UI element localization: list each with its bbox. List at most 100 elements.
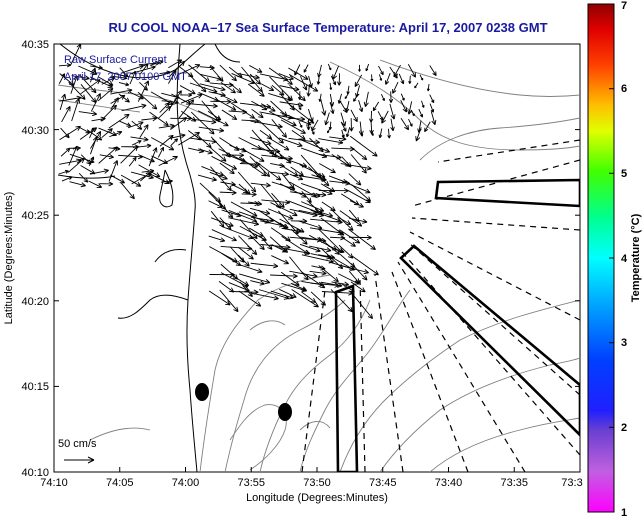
current-vector — [247, 83, 265, 97]
x-tick-label: 74:05 — [106, 477, 134, 489]
current-vector — [410, 109, 415, 117]
x-axis-label: Longitude (Degrees:Minutes) — [246, 492, 388, 504]
current-vector — [340, 264, 369, 275]
current-vector — [88, 156, 95, 167]
current-vector — [327, 127, 331, 134]
current-vector — [289, 270, 318, 279]
current-vector — [139, 63, 149, 75]
current-vector — [237, 254, 250, 267]
colorbar-tick-label: 3 — [621, 337, 627, 349]
current-vector — [89, 168, 109, 175]
current-vector — [280, 119, 306, 134]
current-vector — [70, 75, 79, 94]
current-vector — [345, 128, 350, 138]
current-vector — [139, 124, 149, 139]
current-vector — [288, 116, 306, 122]
current-vector — [190, 111, 215, 135]
current-vector — [365, 63, 370, 72]
current-vector — [59, 125, 81, 141]
colorbar-tick-label: 7 — [621, 0, 627, 12]
current-vector — [249, 73, 262, 85]
current-vector — [97, 87, 114, 102]
current-vector — [211, 155, 238, 170]
current-vector — [241, 191, 257, 197]
current-vector — [228, 210, 258, 223]
current-vector — [348, 190, 371, 204]
current-vector — [168, 70, 177, 84]
current-vector — [90, 65, 103, 70]
current-vector — [238, 246, 254, 260]
current-vector — [381, 110, 389, 124]
scale-vector-arrow — [64, 456, 95, 464]
current-vector — [307, 108, 314, 123]
x-tick-label: 73:3 — [561, 477, 582, 489]
current-vector — [400, 117, 410, 131]
current-vector — [340, 163, 372, 171]
current-vector — [191, 118, 217, 125]
current-vector — [180, 93, 203, 104]
current-vector — [258, 163, 282, 181]
current-vector — [345, 100, 350, 113]
current-vector — [58, 73, 66, 84]
current-vector — [197, 174, 217, 182]
current-vector — [159, 134, 174, 147]
current-vector — [108, 160, 119, 182]
current-vector — [309, 137, 324, 153]
current-vector — [219, 162, 235, 175]
current-vector — [338, 216, 352, 225]
current-vector — [298, 91, 302, 100]
current-vector — [390, 118, 395, 132]
current-vector — [429, 103, 435, 113]
current-vector — [389, 103, 396, 120]
current-vector — [294, 64, 301, 76]
current-vector — [120, 145, 139, 164]
colorbar-tick-label: 2 — [621, 422, 627, 434]
current-vector — [90, 93, 101, 112]
current-vector — [350, 281, 366, 293]
current-vector — [241, 148, 265, 162]
current-vector — [149, 111, 169, 127]
current-vector — [349, 135, 378, 157]
current-vector — [250, 262, 279, 269]
current-vector — [327, 63, 332, 71]
current-vector — [148, 147, 158, 167]
current-vector — [90, 67, 97, 83]
current-vector — [157, 105, 172, 119]
current-vector — [303, 64, 309, 73]
coastline — [57, 44, 241, 472]
current-vector — [220, 82, 236, 94]
current-vector — [130, 171, 154, 180]
current-vector — [118, 93, 130, 103]
current-vector — [290, 283, 307, 292]
current-vector — [350, 263, 368, 281]
dump-site-marker — [195, 383, 209, 401]
current-vector — [241, 66, 263, 93]
current-vector — [138, 143, 152, 149]
x-tick-label: 73:35 — [500, 477, 528, 489]
current-vector — [351, 255, 379, 276]
current-vector — [271, 119, 288, 138]
y-tick-label: 40:10 — [21, 467, 49, 479]
current-vector — [297, 102, 302, 111]
current-vector — [337, 73, 342, 86]
colorbar-tick-label: 6 — [621, 83, 627, 95]
current-vector — [168, 59, 183, 69]
current-vector — [137, 80, 149, 102]
dump-site-marker — [278, 403, 292, 421]
current-vector — [230, 201, 258, 217]
current-vector — [348, 118, 354, 132]
current-vector — [120, 182, 135, 200]
current-vector — [118, 82, 130, 87]
map-title: RU COOL NOAA–17 Sea Surface Temperature:… — [108, 20, 548, 35]
current-vector — [288, 67, 309, 80]
surface-current-vectors — [58, 44, 437, 320]
current-vector — [311, 192, 327, 198]
x-tick-label: 73:40 — [435, 477, 463, 489]
current-vector — [429, 94, 435, 104]
current-vector — [239, 281, 253, 298]
current-vector — [291, 289, 319, 308]
current-vector — [260, 103, 276, 112]
current-vector — [268, 92, 292, 102]
current-vector — [301, 190, 312, 203]
current-vector — [351, 292, 374, 320]
